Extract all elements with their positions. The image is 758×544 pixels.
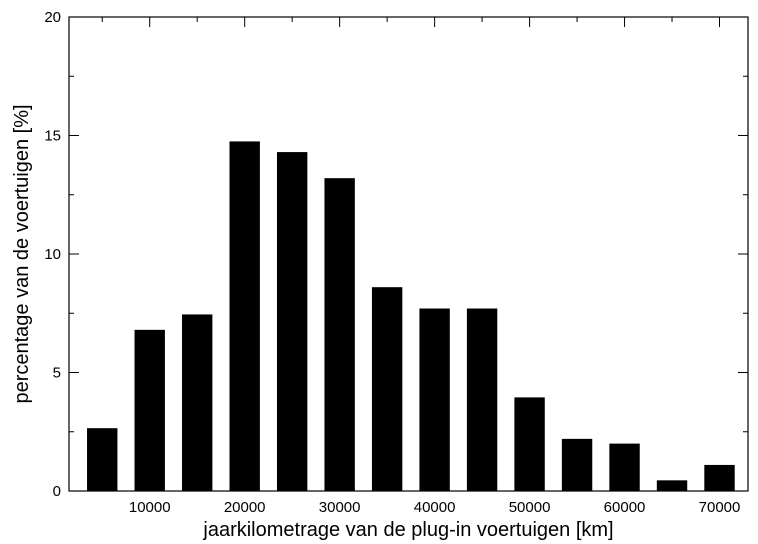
x-tick-label-30000: 30000 [319,499,361,516]
bar-15000 [182,314,213,491]
bar-30000 [324,178,355,491]
tick-labels-group: 10000 20000 30000 40000 50000 60000 70000 0 5 10 1… [44,9,740,516]
plot-frame [68,16,749,492]
bar-65000 [656,480,688,491]
bar-55000 [561,438,593,491]
bar-10000 [134,329,165,491]
x-tick-label-40000: 40000 [414,499,456,516]
x-axis-title: jaarkilometrage van de plug-in voertuige… [202,519,613,541]
ticks-group [69,16,748,492]
bar-5000 [87,428,118,491]
x-tick-label-60000: 60000 [604,499,646,516]
bar-35000 [371,287,403,491]
y-tick-label-10: 10 [44,246,61,263]
x-tick-label-20000: 20000 [224,499,266,516]
y-tick-label-15: 15 [44,128,61,145]
y-tick-label-5: 5 [53,365,61,382]
bar-20000 [229,141,260,492]
bar-50000 [514,397,545,491]
bars-group [87,141,735,492]
x-tick-label-10000: 10000 [129,499,171,516]
x-tick-label-70000: 70000 [699,499,741,516]
bar-45000 [466,308,498,491]
y-tick-label-0: 0 [53,483,61,500]
x-tick-label-50000: 50000 [509,499,551,516]
y-tick-label-20: 20 [44,9,61,26]
y-axis-title: percentage van de voertuigen [%] [11,104,33,403]
bar-40000 [419,308,450,491]
bar-25000 [276,152,308,491]
